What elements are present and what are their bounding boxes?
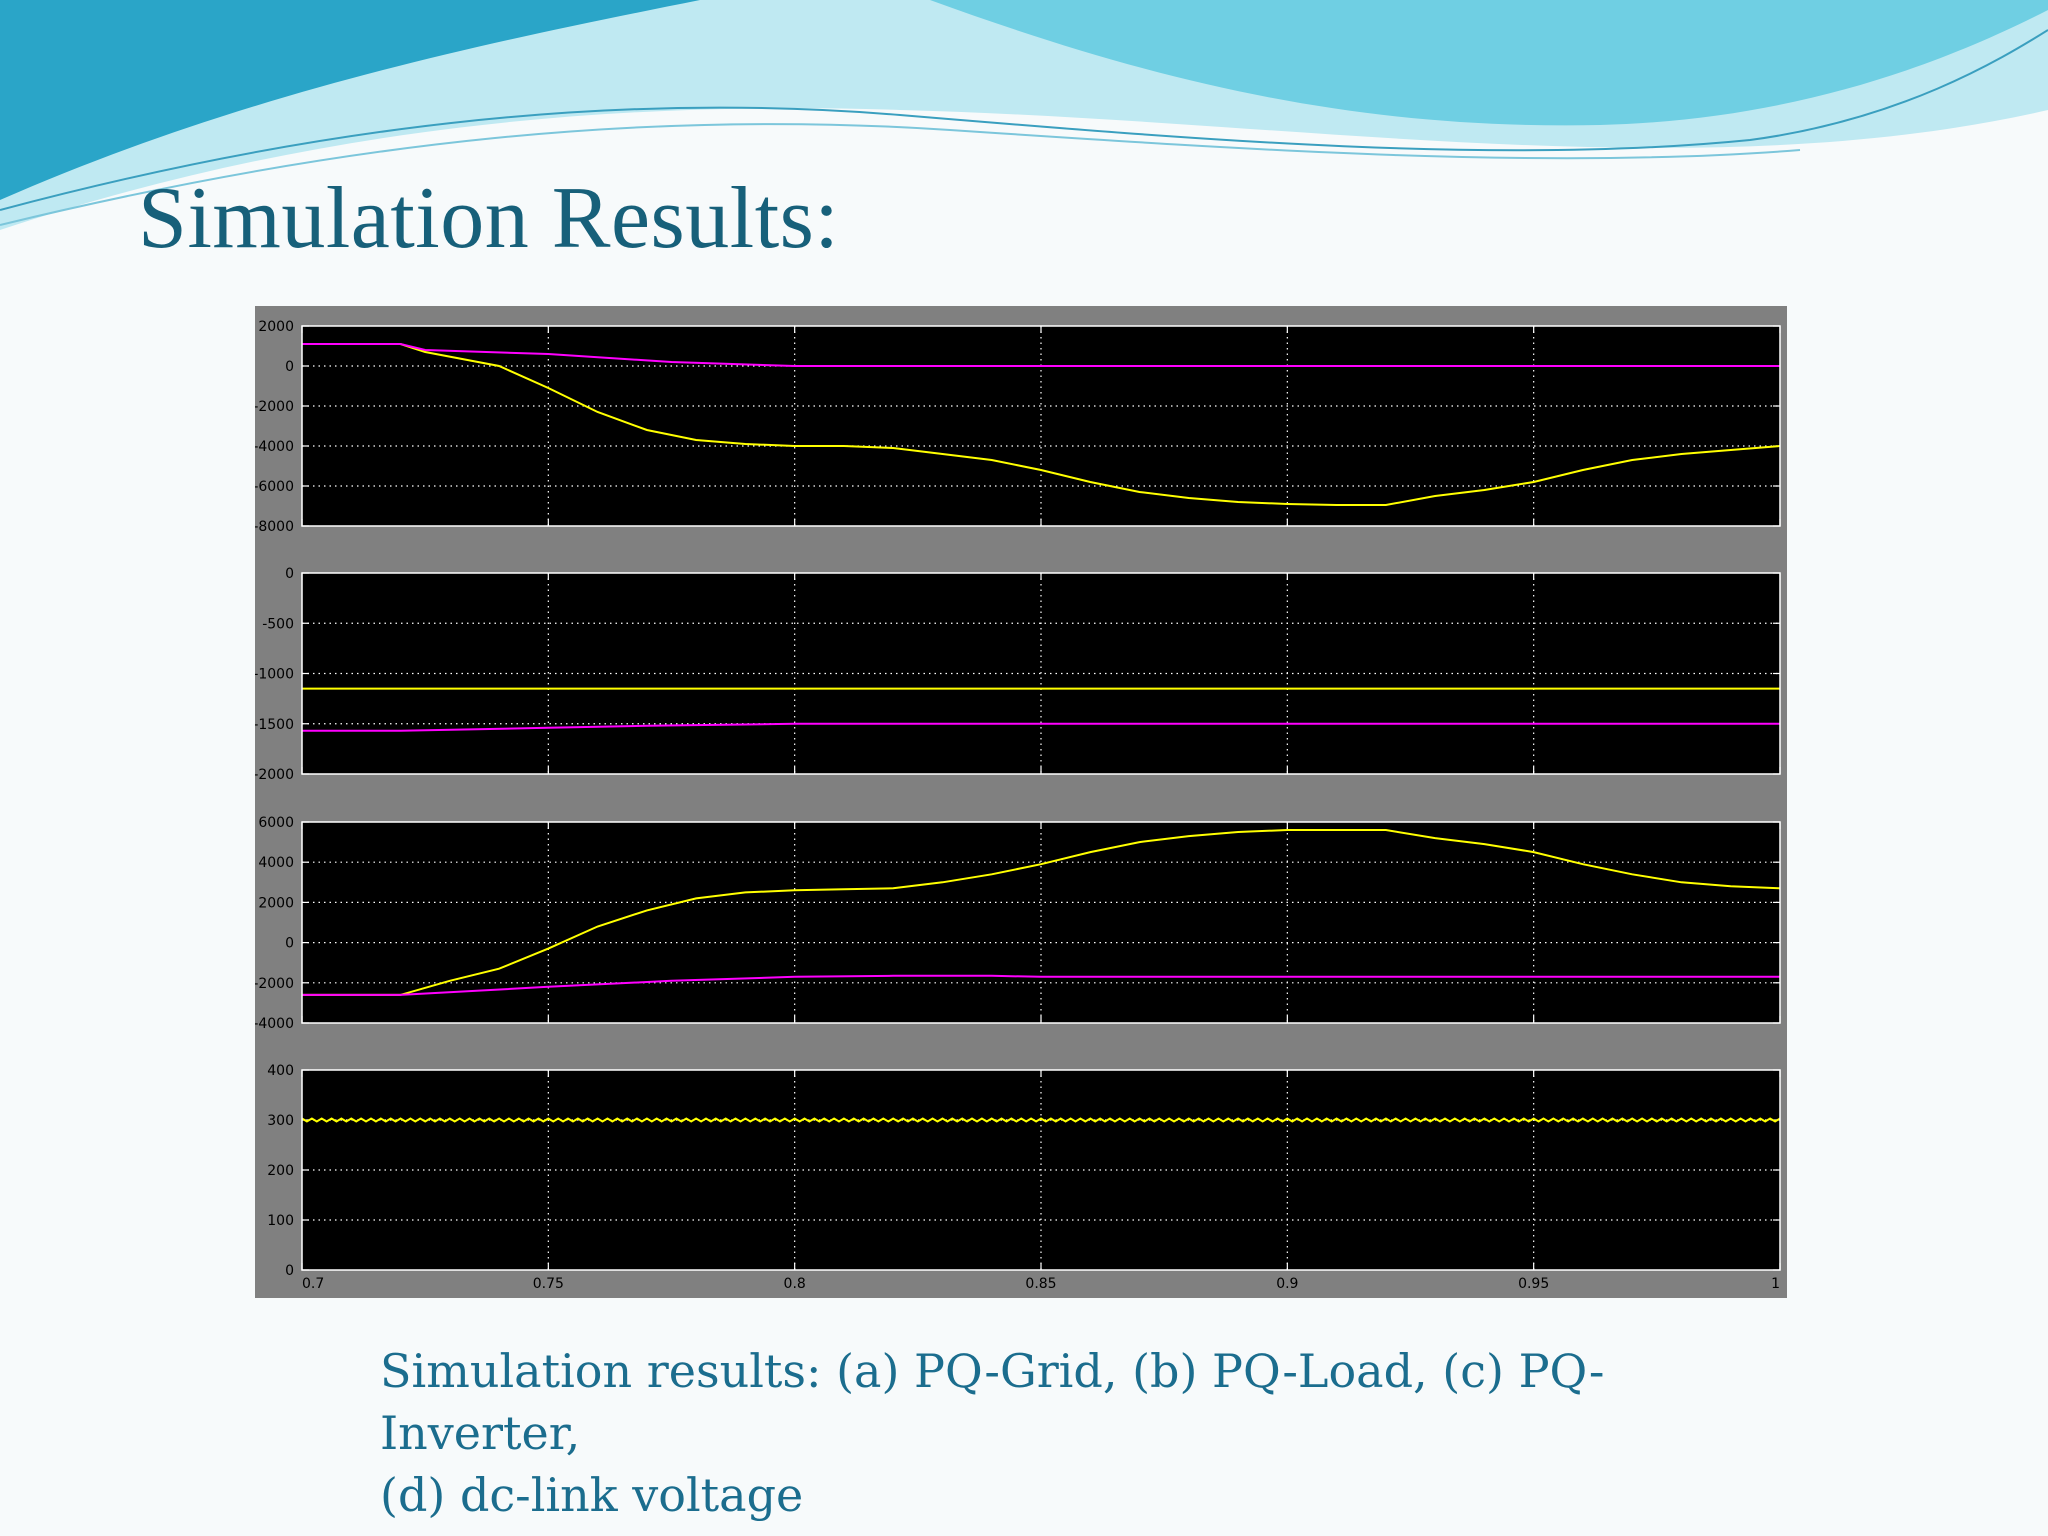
wave-dark-band [0,0,700,200]
y-tick-label: 0 [285,1263,294,1279]
y-tick-label: 100 [267,1213,294,1229]
y-tick-label: 0 [285,566,294,582]
y-tick-label: -8000 [255,519,294,535]
x-tick-label: 0.95 [1518,1276,1549,1292]
y-tick-label: 400 [267,1063,294,1079]
slide-title: Simulation Results: [138,170,840,267]
x-tick-label: 0.75 [533,1276,564,1292]
trace-magenta-a [302,343,1780,367]
trace-yellow-a [302,343,1781,506]
plot-border-a [301,325,1781,527]
trace-magenta-b [302,722,1780,732]
y-tick-label: 0 [285,936,294,952]
y-tick-label: -1000 [255,667,294,683]
trace-yellow-c [302,829,1781,996]
y-tick-label: -500 [262,616,294,632]
plot-border-b [301,572,1781,775]
wave-thin-line [0,123,1801,226]
y-tick-label: -2000 [255,399,294,415]
x-tick-label: 1 [1771,1276,1780,1292]
scope-figure: 20000-2000-4000-6000-80000-500-1000-1500… [255,306,1787,1298]
plot-border-c [301,821,1781,1024]
figure-caption: Simulation results: (a) PQ-Grid, (b) PQ-… [380,1340,1800,1526]
y-tick-label: -1500 [255,717,294,733]
caption-line-1: Simulation results: (a) PQ-Grid, (b) PQ-… [380,1344,1605,1460]
x-tick-label: 0.9 [1276,1276,1298,1292]
y-tick-label: -6000 [255,479,294,495]
trace-yellow-d [301,1117,1781,1123]
y-tick-label: 200 [267,1163,294,1179]
caption-line-2: (d) dc-link voltage [380,1468,804,1522]
header-wave-decoration [0,0,2048,230]
y-tick-label: 2000 [258,319,294,335]
x-tick-label: 0.85 [1025,1276,1056,1292]
trace-magenta-c [302,974,1780,996]
x-tick-label: 0.7 [302,1276,324,1292]
plot-border-d [301,1069,1781,1271]
wave-thin-line [0,29,2048,211]
wave-mid-band [0,0,2048,126]
y-tick-label: 300 [267,1113,294,1129]
y-tick-label: 6000 [258,815,294,831]
y-tick-label: -2000 [255,976,294,992]
y-tick-label: -4000 [255,439,294,455]
y-tick-label: -4000 [255,1016,294,1032]
y-tick-label: 0 [285,359,294,375]
y-tick-label: 2000 [258,895,294,911]
y-tick-label: 4000 [258,855,294,871]
y-tick-label: -2000 [255,767,294,783]
x-tick-label: 0.8 [784,1276,806,1292]
